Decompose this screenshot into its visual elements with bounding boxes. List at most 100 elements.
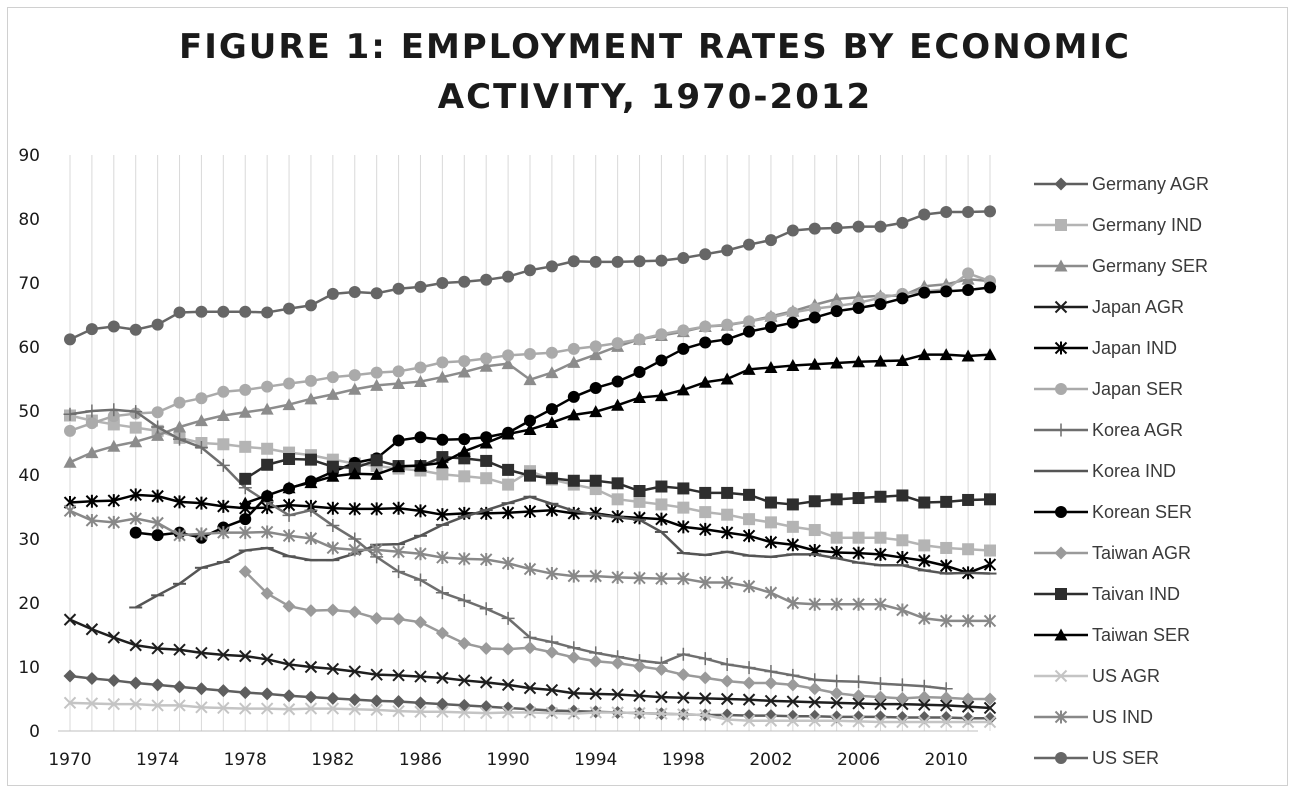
- data-point: [173, 528, 186, 542]
- legend-item: Taiwan SER: [1034, 625, 1190, 645]
- data-point: [764, 714, 778, 727]
- data-point: [85, 697, 99, 710]
- data-point: [414, 431, 427, 444]
- data-point: [501, 427, 515, 440]
- data-point: [786, 224, 799, 237]
- data-point: [655, 690, 668, 704]
- data-point: [633, 689, 646, 703]
- data-point: [874, 597, 887, 611]
- data-point: [873, 677, 887, 691]
- data-point: [348, 285, 361, 298]
- data-point: [764, 321, 777, 334]
- data-point: [677, 324, 690, 337]
- data-point: [589, 654, 603, 668]
- data-point: [699, 336, 712, 349]
- data-point: [282, 689, 296, 703]
- data-point: [720, 576, 734, 590]
- data-point: [939, 691, 953, 705]
- data-point: [260, 402, 274, 415]
- data-point: [852, 531, 865, 544]
- data-point: [370, 611, 384, 625]
- data-point: [743, 315, 756, 328]
- data-point: [282, 703, 296, 716]
- data-point: [918, 611, 931, 625]
- data-point: [939, 614, 953, 628]
- legend-label: US SER: [1092, 748, 1159, 768]
- data-point: [808, 524, 821, 537]
- x-tick-label: 1978: [224, 750, 267, 770]
- data-point: [85, 417, 98, 430]
- data-point: [720, 713, 734, 726]
- data-point: [874, 490, 887, 503]
- y-tick-label: 80: [18, 210, 40, 230]
- data-point: [545, 416, 559, 429]
- series-taiwan-agr: [238, 565, 997, 706]
- series-taiwan-ser: [238, 348, 997, 509]
- data-point: [239, 440, 252, 453]
- data-point: [676, 647, 690, 661]
- data-point: [633, 495, 646, 508]
- data-point: [939, 699, 953, 712]
- data-point: [808, 714, 821, 727]
- data-point: [480, 454, 493, 467]
- data-point: [479, 700, 493, 714]
- y-tick-label: 50: [18, 402, 40, 422]
- data-point: [874, 547, 887, 561]
- data-point: [151, 699, 164, 712]
- data-point: [260, 488, 274, 501]
- legend-item: US AGR: [1034, 666, 1160, 686]
- data-point: [413, 615, 427, 629]
- data-point: [326, 387, 340, 400]
- data-point: [764, 360, 778, 373]
- data-point: [107, 631, 121, 644]
- data-point: [479, 641, 493, 655]
- data-point: [195, 496, 208, 510]
- data-point: [589, 340, 602, 353]
- data-point: [698, 671, 712, 685]
- data-point: [764, 234, 777, 247]
- data-point: [918, 715, 931, 729]
- data-point: [1054, 710, 1068, 724]
- x-tick-label: 1998: [662, 750, 705, 770]
- data-point: [326, 469, 340, 482]
- data-point: [720, 657, 734, 671]
- data-point: [283, 302, 296, 315]
- data-point: [698, 375, 712, 388]
- x-tick-label: 2010: [925, 750, 968, 770]
- data-point: [524, 264, 536, 277]
- data-point: [151, 420, 165, 434]
- data-point: [524, 348, 536, 361]
- data-point: [699, 486, 712, 499]
- data-point: [895, 678, 909, 692]
- data-point: [304, 503, 318, 517]
- data-point: [195, 701, 208, 714]
- data-point: [458, 275, 471, 288]
- data-point: [961, 715, 975, 729]
- data-point: [962, 543, 975, 556]
- data-point: [1054, 546, 1068, 560]
- data-point: [238, 496, 252, 509]
- data-point: [677, 520, 690, 534]
- data-point: [261, 442, 274, 455]
- data-point: [830, 531, 843, 544]
- data-point: [917, 690, 931, 704]
- data-point: [458, 470, 471, 483]
- data-point: [655, 328, 668, 341]
- data-point: [984, 281, 996, 294]
- data-point: [304, 604, 318, 618]
- data-point: [501, 678, 515, 692]
- data-point: [677, 501, 690, 514]
- data-point: [764, 586, 778, 600]
- data-point: [501, 506, 515, 520]
- data-point: [435, 586, 449, 600]
- data-point: [239, 305, 252, 318]
- data-point: [830, 221, 843, 234]
- data-point: [830, 686, 844, 700]
- data-point: [129, 435, 143, 448]
- data-point: [479, 706, 493, 720]
- data-point: [545, 645, 559, 659]
- data-point: [896, 603, 909, 617]
- data-point: [983, 348, 997, 361]
- y-tick-label: 20: [18, 594, 40, 614]
